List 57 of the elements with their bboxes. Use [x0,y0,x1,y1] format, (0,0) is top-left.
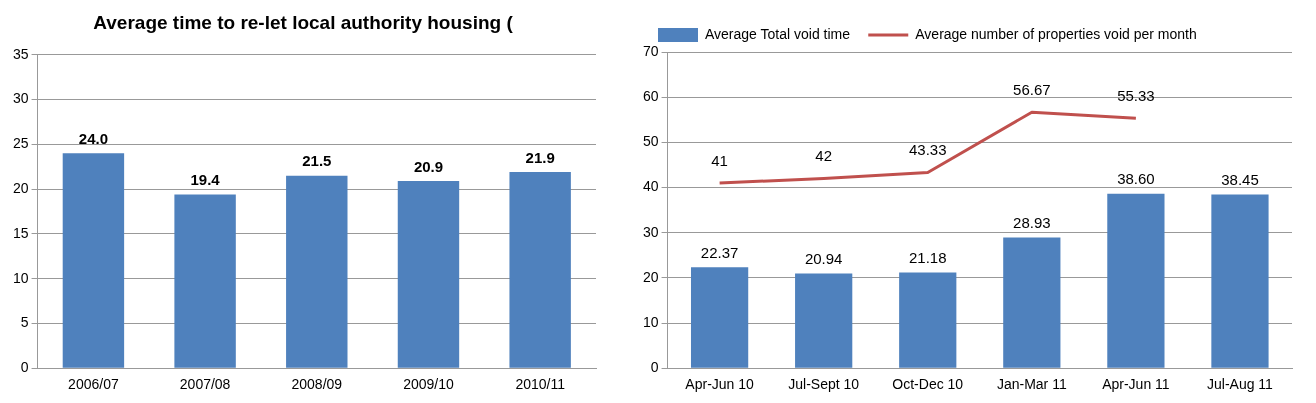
x-tick-label: 2008/09 [291,376,343,393]
data-label: 56.67 [1013,80,1051,98]
bar [286,175,348,368]
data-label: 22.37 [700,243,739,261]
bar [509,172,571,368]
data-label: 19.4 [190,171,221,189]
bar [174,194,236,368]
bar [899,272,957,368]
bar [690,267,749,368]
data-label: 38.60 [1117,170,1155,188]
y-tick-label: 0 [650,359,659,376]
y-tick-label: 30 [642,223,659,240]
y-tick-label: 35 [12,45,29,62]
y-tick-label: 50 [642,133,659,150]
data-label: 20.9 [413,157,444,175]
y-tick-label: 5 [20,314,29,331]
data-label: 21.5 [302,152,332,170]
x-tick-label: Apr-Jun 10 [685,376,755,393]
y-tick-label: 10 [642,313,659,330]
data-label: 43.33 [908,141,947,159]
bar [1107,193,1165,368]
data-label: 38.45 [1221,171,1259,189]
y-tick-label: 15 [12,224,29,241]
x-tick-label: 2009/10 [403,376,454,393]
x-tick-label: 2007/08 [179,376,231,393]
x-tick-label: Jul-Sept 10 [788,376,860,393]
y-tick-label: 0 [20,359,29,376]
legend-label: Average Total void time [705,25,851,42]
data-label: 41 [711,151,728,169]
x-tick-label: 2010/11 [515,376,566,393]
y-tick-label: 10 [12,269,29,286]
y-tick-label: 30 [12,90,29,107]
bar [795,273,853,368]
legend-label: Average number of properties void per month [915,25,1197,42]
x-tick-label: Jul-Aug 11 [1207,376,1274,393]
data-label: 20.94 [804,250,843,268]
y-tick-label: 20 [12,179,29,196]
chart-title: Average time to re-let local authority housing ( [93,11,514,33]
x-tick-label: Jan-Mar 11 [996,376,1067,393]
y-tick-label: 25 [12,135,29,152]
data-label: 55.33 [1117,86,1155,104]
data-label: 21.18 [908,249,947,267]
bar [1003,237,1061,368]
bar [1211,194,1269,368]
y-tick-label: 20 [642,268,659,285]
y-tick-label: 40 [642,178,659,195]
bar [397,181,460,368]
data-label: 24.0 [78,129,109,147]
y-tick-label: 60 [642,88,659,105]
x-tick-label: 2006/07 [68,376,119,393]
bar [62,153,125,368]
data-label: 42 [815,147,833,165]
data-label: 21.9 [525,148,555,166]
x-tick-label: Apr-Jun 11 [1102,376,1170,393]
x-tick-label: Oct-Dec 10 [892,376,964,393]
y-tick-label: 70 [642,42,659,59]
data-label: 28.93 [1013,214,1051,232]
